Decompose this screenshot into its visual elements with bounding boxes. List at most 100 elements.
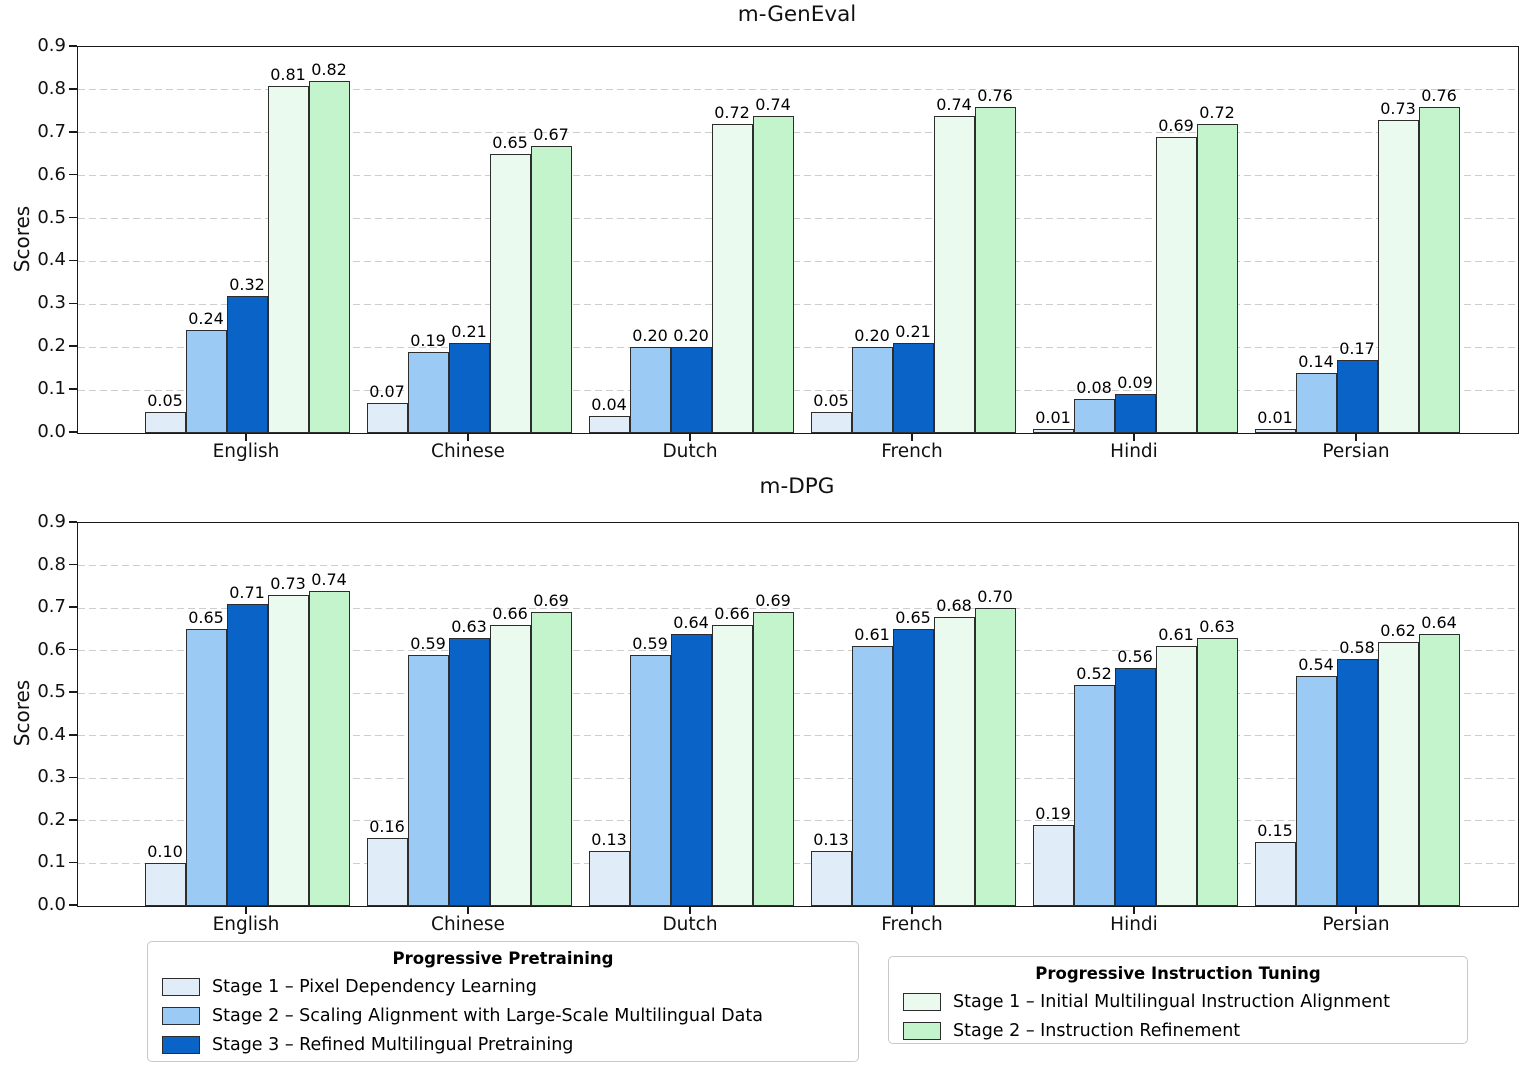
bar-french-series1 [810,411,852,433]
gridline [78,89,1518,91]
legend-entry: Stage 1 – Initial Multilingual Instructi… [889,987,1467,1016]
y-tick-mark [69,388,77,390]
bar-value-label: 0.14 [1298,351,1334,371]
bar-value-label: 0.76 [977,86,1013,106]
gridline [78,650,1518,652]
bar-value-label: 0.04 [591,394,627,414]
bar-value-label: 0.82 [311,60,347,80]
bar-value-label: 0.63 [451,616,487,636]
bar-english-series5 [308,81,350,433]
bar-value-label: 0.65 [188,608,224,628]
legend-entries: Stage 1 – Pixel Dependency Learning Stage… [148,972,858,1059]
gridline [78,218,1518,220]
bar-persian-series3 [1336,360,1378,433]
bar-value-label: 0.54 [1298,655,1334,675]
y-tick-mark [69,345,77,348]
bar-value-label: 0.08 [1076,377,1112,397]
y-tick-label: 0.6 [37,638,66,660]
y-tick-label: 0.3 [37,766,66,788]
y-tick-mark [69,733,77,736]
bar-dutch-series1 [588,850,630,906]
legend-entry-label: Stage 1 – Initial Multilingual Instructi… [953,991,1390,1012]
bar-chinese-series2 [407,351,449,433]
bar-value-label: 0.13 [813,829,849,849]
bar-value-label: 0.19 [410,330,446,350]
legend-entry: Stage 3 – Refined Multilingual Pretraini… [148,1030,858,1059]
x-tick-label-chinese: Chinese [431,914,505,935]
bar-dutch-series4 [711,124,753,433]
y-tick-mark [69,259,77,262]
legend-entry-label: Stage 2 – Scaling Alignment with Large-S… [212,1005,763,1026]
x-tick-mark [911,906,913,914]
bar-persian-series1 [1254,428,1296,433]
y-tick-label: 0.4 [37,723,66,745]
x-tick-mark [245,906,247,914]
bar-hindi-series1 [1032,825,1074,906]
bar-french-series2 [851,646,893,906]
y-tick-mark [69,173,77,176]
y-tick-label: 0.2 [37,335,66,357]
legend-swatch [903,1021,941,1040]
legend-title: Progressive Pretraining [392,949,614,968]
x-tick-label-hindi: Hindi [1110,441,1158,462]
y-tick-mark [69,216,77,219]
y-tick-label: 0.9 [37,511,66,532]
bar-hindi-series5 [1196,637,1238,906]
bar-french-series5 [974,608,1016,906]
bar-value-label: 0.66 [492,604,528,624]
y-tick-label: 0.0 [37,421,66,442]
legend-progressive-instruction-tuning: Progressive Instruction Tuning Stage 1 –… [888,956,1468,1044]
bar-value-label: 0.20 [632,326,668,346]
gridline [78,862,1518,864]
gridline [78,260,1518,262]
x-tick-label-dutch: Dutch [662,441,718,462]
gridline [78,820,1518,822]
bar-value-label: 0.65 [895,608,931,628]
bar-value-label: 0.15 [1257,821,1293,841]
bar-value-label: 0.09 [1117,373,1153,393]
y-tick-mark [69,130,77,133]
bar-hindi-series2 [1073,684,1115,906]
y-tick-label: 0.8 [37,77,66,99]
bar-value-label: 0.73 [1380,98,1416,118]
bar-french-series3 [892,629,934,906]
bar-value-label: 0.69 [755,591,791,611]
x-tick-label-chinese: Chinese [431,441,505,462]
x-tick-label-dutch: Dutch [662,914,718,935]
bar-value-label: 0.21 [451,321,487,341]
y-tick-mark [69,861,77,864]
legend-entry: Stage 2 – Instruction Refinement [889,1016,1467,1045]
bar-value-label: 0.74 [936,94,972,114]
bar-value-label: 0.70 [977,587,1013,607]
gridline [78,777,1518,779]
y-tick-label: 0.5 [37,206,66,228]
legend-swatch [162,1006,200,1025]
y-tick-mark [69,776,77,779]
bar-value-label: 0.05 [147,390,183,410]
bar-value-label: 0.72 [714,103,750,123]
y-tick-mark [69,606,77,608]
y-tick-mark [69,904,77,906]
legend-entry-label: Stage 2 – Instruction Refinement [953,1020,1241,1041]
bar-hindi-series1 [1032,428,1074,433]
x-tick-mark [689,433,691,441]
bar-chinese-series4 [489,154,531,433]
bar-french-series5 [974,107,1016,433]
bar-value-label: 0.66 [714,604,750,624]
bar-chinese-series1 [366,837,408,906]
bar-persian-series3 [1336,659,1378,906]
bar-value-label: 0.56 [1117,646,1153,666]
bar-french-series1 [810,850,852,906]
legend-swatch [162,1035,200,1054]
bar-hindi-series4 [1155,646,1197,906]
bar-chinese-series3 [448,637,490,906]
bar-value-label: 0.76 [1421,86,1457,106]
bar-dutch-series2 [629,654,671,906]
x-tick-label-persian: Persian [1322,914,1390,935]
legend-entries: Stage 1 – Initial Multilingual Instructi… [889,987,1467,1045]
plot-area-m-geneval: 0.05 0.24 0.32 0.81 0.82 0.07 0.19 0.21 0.65 0.67… [77,46,1519,434]
bar-chinese-series5 [530,145,572,433]
bar-dutch-series1 [588,415,630,433]
legend-swatch [162,977,200,996]
bar-hindi-series3 [1114,394,1156,433]
